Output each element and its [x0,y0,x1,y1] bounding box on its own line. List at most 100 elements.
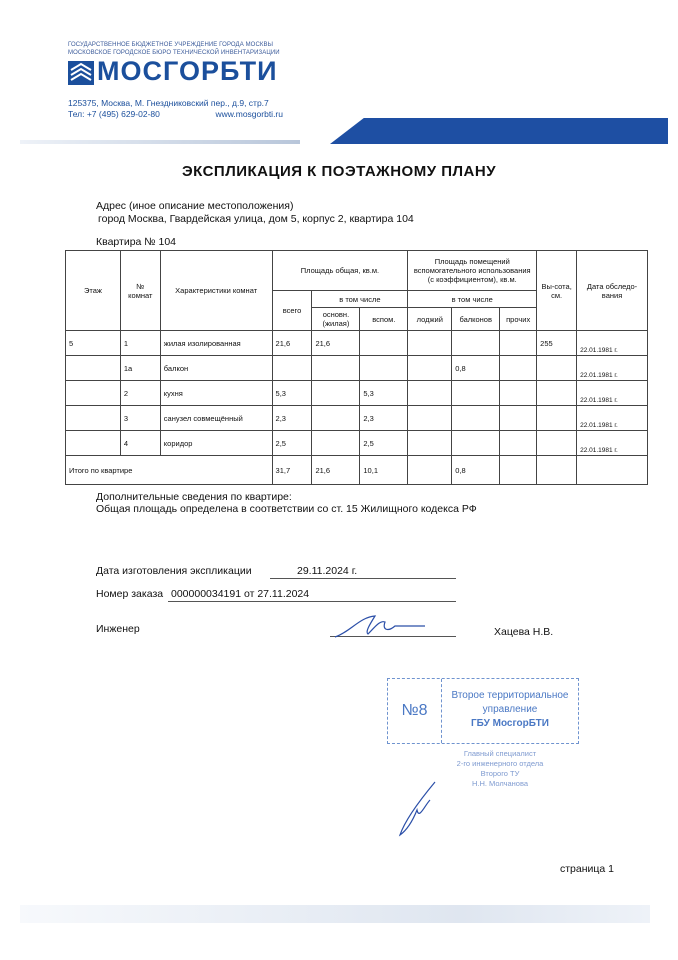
cell-date: 22.01.1981 г. [576,430,648,456]
total-balcony: 0,8 [451,455,501,485]
cell-floor: 5 [65,330,121,356]
cell-other [499,405,538,431]
header-including-aux: в том числе [407,290,538,308]
header-aux: вспом. [359,307,409,331]
cell-main [311,405,361,431]
cell-aux: 5,3 [359,380,409,406]
total-label: Итого по квартире [65,455,273,485]
address-label: Адрес (иное описание местоположения) [96,200,294,212]
logo-text: МОСГОРБТИ [97,56,278,86]
engineer-name: Хацева Н.В. [494,626,554,638]
table-row: 1а балкон 0,8 22.01.1981 г. [65,355,648,381]
org-address: 125375, Москва, М. Гнездниковский пер., … [68,98,269,108]
total-loggia [407,455,453,485]
order-underline [168,601,456,602]
cell-balcony [451,405,501,431]
cell-date: 22.01.1981 г. [576,405,648,431]
cell-floor [65,380,121,406]
total-height [536,455,578,485]
cell-aux [359,355,409,381]
cell-other [499,355,538,381]
header-date: Дата обследо-вания [576,250,648,331]
header-band [330,118,668,144]
page-number: страница 1 [560,863,615,875]
header-total-area: Площадь общая, кв.м. [271,250,409,291]
page-title: ЭКСПЛИКАЦИЯ К ПОЭТАЖНОМУ ПЛАНУ [181,163,497,180]
cell-no: 3 [119,405,161,431]
cell-no: 2 [119,380,161,406]
cell-floor [65,405,121,431]
cell-date: 22.01.1981 г. [576,330,648,356]
table-row: 3 санузел совмещённый 2,3 2,3 22.01.1981 г. [65,405,648,431]
signoff-line-4: Н.Н. Молчанова [471,779,529,788]
cell-height [536,355,578,381]
apartment-label: Квартира № 104 [96,236,176,248]
stamp-line-2: управление [482,704,538,715]
cell-char: коридор [159,430,273,456]
cell-date: 22.01.1981 г. [576,355,648,381]
stamp-number: №8 [388,679,442,743]
org-phone: Тел: +7 (495) 629-02-80 [68,109,160,119]
header-height: Вы-сота, см. [536,250,578,331]
total-date [576,455,648,485]
total-other [499,455,538,485]
cell-loggia [407,430,453,456]
order-label: Номер заказа [96,588,164,600]
cell-char: санузел совмещённый [159,405,273,431]
cell-all: 21,6 [271,330,313,356]
cell-balcony [451,330,501,356]
cell-loggia [407,405,453,431]
cell-no: 1а [119,355,161,381]
cell-loggia [407,380,453,406]
cell-aux: 2,5 [359,430,409,456]
total-all: 31,7 [271,455,313,485]
engineer-signature [330,612,430,647]
footer-band [20,905,650,923]
order-value: 000000034191 от 27.11.2024 [171,588,310,600]
date-value: 29.11.2024 г. [297,565,358,577]
org-line-2: МОСКОВСКОЕ ГОРОДСКОЕ БЮРО ТЕХНИЧЕСКОЙ ИН… [68,50,280,56]
explication-table: Этаж № комнат Характеристики комнат Площ… [65,250,648,485]
header-loggia: лоджий [407,307,453,331]
total-main: 21,6 [311,455,361,485]
cell-main: 21,6 [311,330,361,356]
specialist-signature [395,780,445,845]
cell-all: 5,3 [271,380,313,406]
cell-height [536,380,578,406]
cell-aux [359,330,409,356]
cell-no: 4 [119,430,161,456]
address-value: город Москва, Гвардейская улица, дом 5, … [98,213,414,225]
extra-label: Дополнительные сведения по квартире: [96,491,292,503]
cell-other [499,430,538,456]
signoff-line-2: 2-го инженерного отдела [456,759,544,768]
table-row: 5 1 жилая изолированная 21,6 21,6 255 22.01.19… [65,330,648,356]
cell-main [311,355,361,381]
header-balcony: балконов [451,307,501,331]
cell-main [311,380,361,406]
cell-loggia [407,330,453,356]
stamp: №8 Второе территориальное управление ГБУ… [387,678,579,744]
contact-block: 125375, Москва, М. Гнездниковский пер., … [68,98,283,120]
date-label: Дата изготовления экспликации [96,565,252,577]
table-row: 4 коридор 2,5 2,5 22.01.1981 г. [65,430,648,456]
cell-other [499,380,538,406]
stamp-line-1: Второе территориальное [451,690,569,701]
header-characteristics: Характеристики комнат [159,250,273,331]
cell-char: балкон [159,355,273,381]
cell-balcony [451,380,501,406]
cell-height: 255 [536,330,578,356]
org-website[interactable]: www.mosgorbti.ru [215,109,283,119]
cell-char: кухня [159,380,273,406]
cell-all: 2,5 [271,430,313,456]
header-aux-area: Площадь помещений вспомогательного испол… [407,250,538,291]
cell-floor [65,355,121,381]
cell-loggia [407,355,453,381]
logo-icon [68,61,94,85]
cell-height [536,405,578,431]
cell-floor [65,430,121,456]
cell-other [499,330,538,356]
signoff-block: Главный специалист 2-го инженерного отде… [430,749,570,789]
engineer-label: Инженер [96,623,140,635]
signature-line [330,636,456,637]
